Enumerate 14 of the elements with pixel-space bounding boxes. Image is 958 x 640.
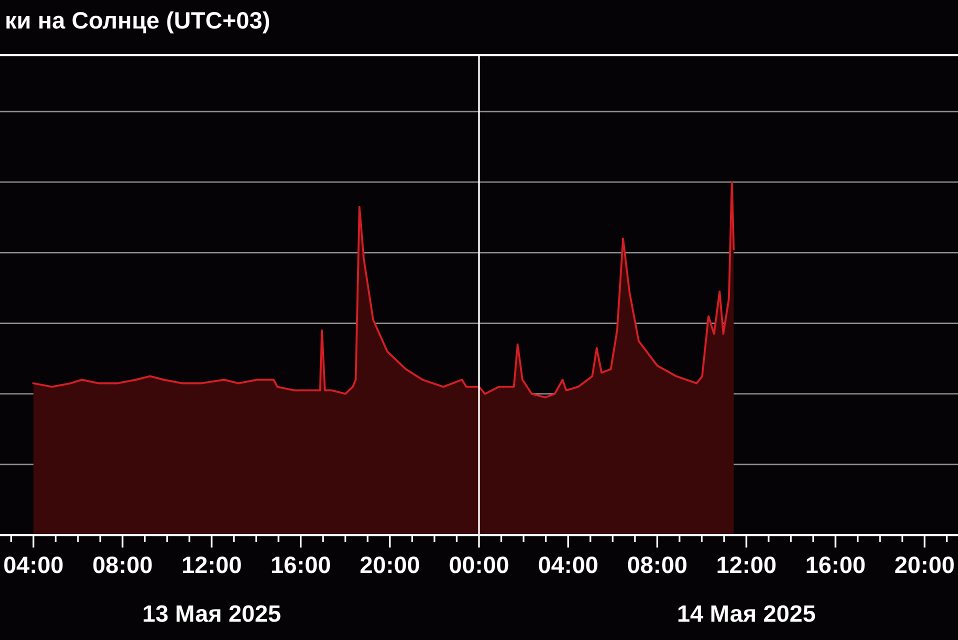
chart-title: ки на Солнце (UTC+03) [6,11,270,34]
x-tick-label: 08:00 [628,556,686,574]
text: 13 Мая 2025 [144,605,280,622]
x-tick-label: 16:00 [806,556,865,574]
text: 14 Мая 2025 [678,605,816,622]
x-tick-label: 20:00 [895,556,954,574]
x-tick-label: 00:00 [450,556,508,574]
x-tick-label: 16:00 [272,556,330,574]
x-tick-label: 20:00 [360,556,420,574]
x-tick-label: 08:00 [93,556,152,574]
x-tick-label: 12:00 [718,556,776,574]
x-tick-label: 12:00 [182,556,241,574]
x-tick-label: 04:00 [538,556,598,574]
x-tick-label: 04:00 [4,556,63,574]
